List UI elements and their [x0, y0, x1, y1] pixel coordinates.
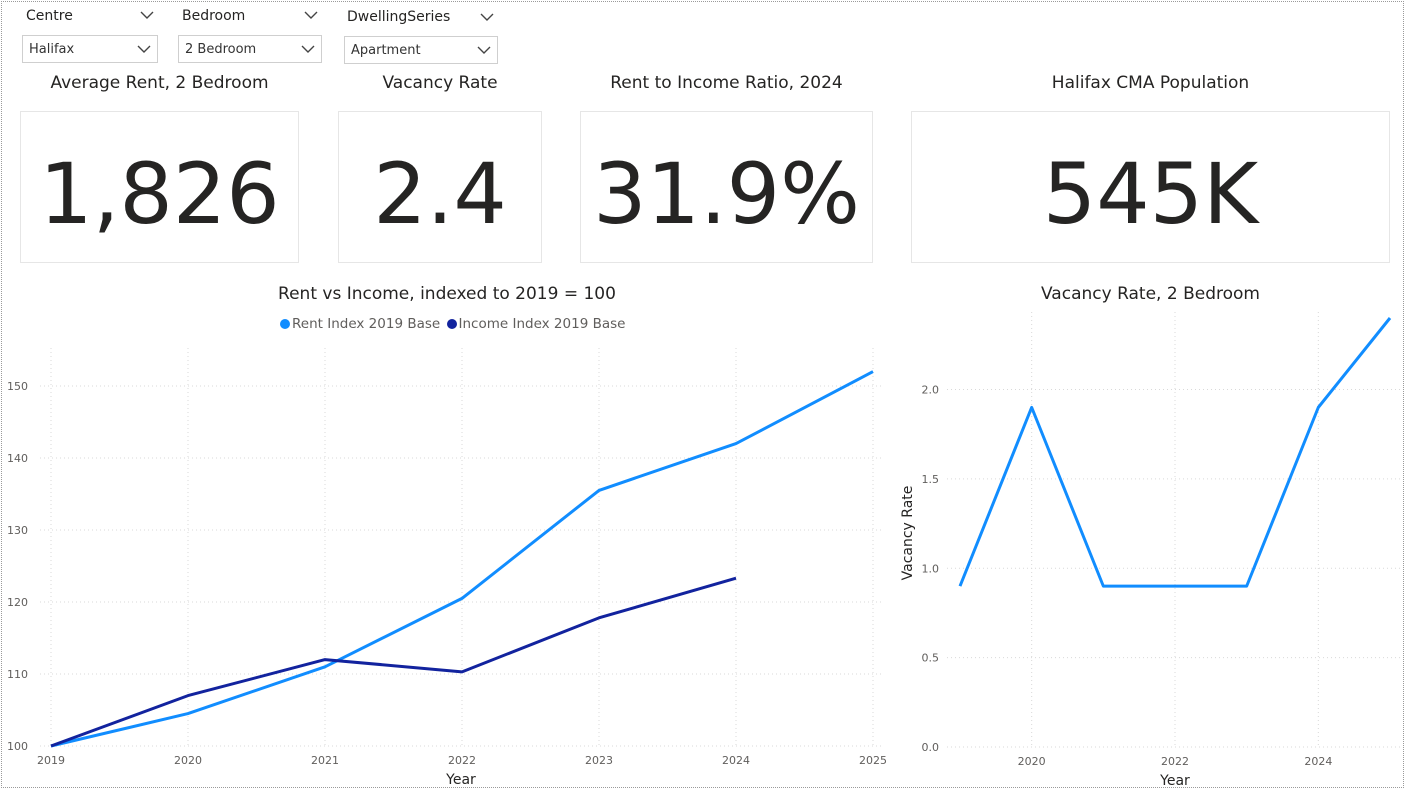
slicer-dwelling-series[interactable]: DwellingSeries Apartment	[344, 8, 498, 64]
y-axis-ticks: 100 110 120 130 140 150	[7, 380, 28, 753]
series-line-vacancy[interactable]	[958, 317, 1392, 588]
chevron-down-icon[interactable]	[140, 10, 154, 20]
y-tick-label: 130	[7, 524, 28, 537]
series-lines	[958, 317, 1392, 588]
slicer-dropdown[interactable]: Apartment	[344, 36, 498, 64]
card-value: 545K	[1042, 145, 1259, 243]
gridlines	[40, 348, 884, 747]
x-tick-label: 2022	[1161, 755, 1189, 768]
y-tick-label: 140	[7, 452, 28, 465]
x-axis-ticks: 2019 2020 2021 2022 2023 2024 2025	[37, 754, 887, 767]
gridlines	[947, 312, 1400, 748]
legend-item-income[interactable]: Income Index 2019 Base	[446, 316, 626, 332]
slicer-dropdown[interactable]: Halifax	[22, 35, 158, 63]
x-tick-label: 2021	[311, 754, 339, 767]
slicer-bedroom[interactable]: Bedroom 2 Bedroom	[178, 8, 322, 64]
card-value: 31.9%	[593, 145, 860, 243]
card-vacancy-rate[interactable]: 2.4	[338, 111, 542, 263]
x-tick-label: 2020	[174, 754, 202, 767]
card-title-average-rent: Average Rent, 2 Bedroom	[50, 73, 269, 93]
slicer-header-label: DwellingSeries	[347, 9, 451, 25]
legend-item-rent[interactable]: Rent Index 2019 Base	[280, 316, 440, 332]
chevron-down-icon	[137, 45, 151, 53]
chevron-down-icon[interactable]	[304, 10, 318, 20]
x-axis-title: Year	[445, 772, 476, 788]
y-tick-label: 120	[7, 596, 28, 609]
chart-title-vacancy-rate: Vacancy Rate, 2 Bedroom	[1041, 284, 1260, 304]
slicer-selected-value: Apartment	[351, 43, 421, 58]
legend-marker-income	[446, 319, 457, 329]
y-tick-label: 110	[7, 668, 28, 681]
x-tick-label: 2020	[1018, 755, 1046, 768]
x-tick-label: 2019	[37, 754, 65, 767]
y-tick-label: 150	[7, 380, 28, 393]
slicer-selected-value: 2 Bedroom	[185, 42, 257, 57]
series-lines	[50, 370, 874, 748]
vacancy-rate-chart[interactable]: 0.0 0.5 1.0 1.5 2.0 2020 2022 2024 Year Vacanc…	[895, 300, 1405, 791]
slicer-header-label: Centre	[26, 8, 73, 24]
x-axis-title: Year	[1159, 773, 1190, 789]
card-value: 1,826	[39, 145, 280, 243]
slicer-header-label: Bedroom	[182, 8, 246, 24]
legend-label-rent: Rent Index 2019 Base	[292, 316, 441, 332]
chart-legend: Rent Index 2019 Base Income Index 2019 B…	[280, 316, 625, 332]
slicer-centre[interactable]: Centre Halifax	[22, 8, 158, 64]
x-tick-label: 2023	[585, 754, 613, 767]
y-tick-label: 2.0	[922, 384, 940, 397]
series-line-rent[interactable]	[50, 370, 874, 748]
y-tick-label: 100	[7, 740, 28, 753]
chevron-down-icon	[301, 45, 315, 53]
legend-label-income: Income Index 2019 Base	[458, 316, 626, 332]
x-tick-label: 2024	[1304, 755, 1332, 768]
card-title-population: Halifax CMA Population	[1051, 73, 1250, 93]
y-axis-title: Vacancy Rate	[900, 486, 916, 581]
y-tick-label: 0.0	[922, 741, 940, 754]
x-tick-label: 2024	[722, 754, 750, 767]
card-rent-to-income[interactable]: 31.9%	[580, 111, 873, 263]
y-axis-ticks: 0.0 0.5 1.0 1.5 2.0	[922, 384, 940, 755]
series-line-income[interactable]	[50, 576, 737, 748]
chart-title-rent-vs-income: Rent vs Income, indexed to 2019 = 100	[278, 284, 616, 304]
chevron-down-icon[interactable]	[480, 12, 494, 22]
y-tick-label: 1.0	[922, 562, 940, 575]
chevron-down-icon	[477, 46, 491, 54]
x-axis-ticks: 2020 2022 2024	[1018, 755, 1333, 768]
slicer-dropdown[interactable]: 2 Bedroom	[178, 35, 322, 63]
legend-marker-rent	[280, 319, 290, 329]
y-tick-label: 1.5	[922, 473, 940, 486]
card-title-rent-to-income: Rent to Income Ratio, 2024	[610, 73, 843, 93]
card-average-rent[interactable]: 1,826	[20, 111, 299, 263]
card-population[interactable]: 545K	[911, 111, 1390, 263]
y-tick-label: 0.5	[922, 652, 940, 665]
slicer-selected-value: Halifax	[29, 42, 75, 57]
x-tick-label: 2025	[859, 754, 887, 767]
card-title-vacancy-rate: Vacancy Rate	[382, 73, 498, 93]
x-tick-label: 2022	[448, 754, 476, 767]
card-value: 2.4	[373, 145, 507, 243]
